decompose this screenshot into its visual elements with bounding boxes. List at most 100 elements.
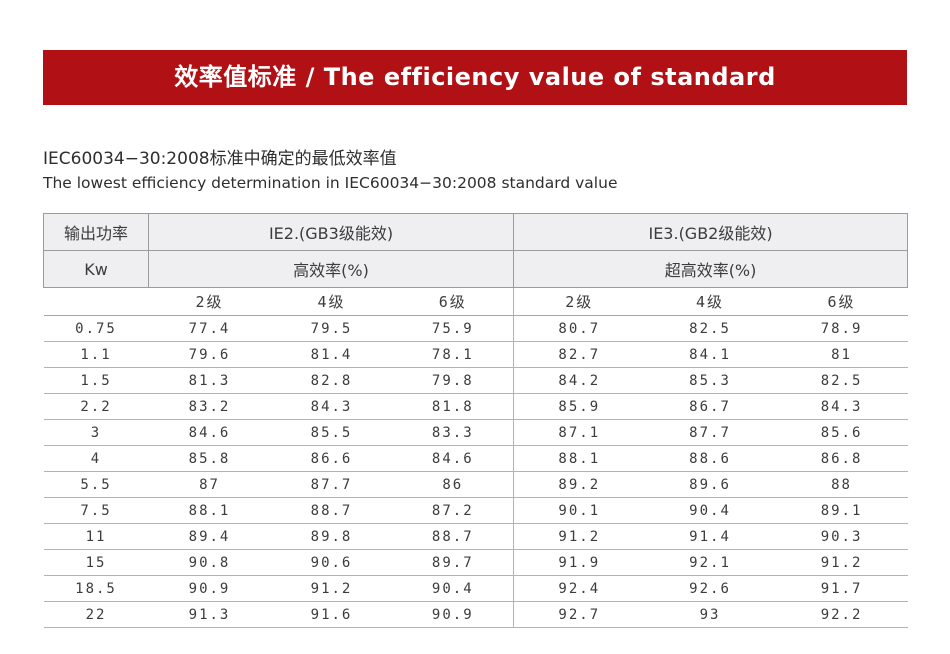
efficiency-cell: 85.5 — [270, 419, 393, 446]
efficiency-cell: 92.6 — [644, 575, 776, 602]
efficiency-cell: 91.9 — [513, 549, 645, 576]
efficiency-cell: 90.4 — [644, 497, 776, 524]
group-ie2-subtitle: 高效率(%) — [147, 250, 515, 288]
group-ie3-title: IE3.(GB2级能效) — [513, 213, 909, 251]
table-header: 输出功率 IE2.(GB3级能效) IE3.(GB2级能效) Kw 高效率(%)… — [43, 213, 909, 316]
section-intro: IEC60034−30:2008标准中确定的最低效率值 The lowest e… — [43, 144, 617, 192]
pole-header-ie3-2: 2级 — [513, 287, 645, 316]
efficiency-cell: 84.3 — [775, 393, 908, 420]
corner-cell — [43, 287, 149, 316]
efficiency-cell: 89.1 — [775, 497, 908, 524]
table-row: 11 89.4 89.8 88.7 91.2 91.4 90.3 — [43, 523, 908, 550]
efficiency-cell: 91.2 — [270, 575, 393, 602]
intro-line-en: The lowest efficiency determination in I… — [43, 174, 618, 192]
efficiency-cell: 88.6 — [644, 445, 776, 472]
efficiency-cell: 86.8 — [775, 445, 908, 472]
efficiency-cell: 82.8 — [270, 367, 393, 394]
power-cell: 18.5 — [43, 575, 149, 602]
table-row: 1.1 79.6 81.4 78.1 82.7 84.1 81 — [43, 341, 908, 368]
efficiency-cell: 85.8 — [148, 445, 271, 472]
table-row: 2.2 83.2 84.3 81.8 85.9 86.7 84.3 — [43, 393, 908, 420]
power-cell: 15 — [43, 549, 149, 576]
efficiency-cell: 93 — [644, 601, 776, 628]
table-row: 3 84.6 85.5 83.3 87.1 87.7 85.6 — [43, 419, 908, 446]
efficiency-cell: 84.2 — [513, 367, 645, 394]
efficiency-cell: 90.4 — [392, 575, 514, 602]
table-header-row-1: 输出功率 IE2.(GB3级能效) IE3.(GB2级能效) — [43, 213, 909, 251]
efficiency-cell: 89.8 — [270, 523, 393, 550]
table-row: 22 91.3 91.6 90.9 92.7 93 92.2 — [43, 601, 908, 628]
efficiency-cell: 89.6 — [644, 471, 776, 498]
efficiency-cell: 88.1 — [148, 497, 271, 524]
efficiency-cell: 82.7 — [513, 341, 645, 368]
table-row: 0.75 77.4 79.5 75.9 80.7 82.5 78.9 — [43, 315, 908, 342]
pole-header-ie3-4: 4级 — [644, 287, 776, 316]
pole-header-ie3-6: 6级 — [775, 287, 908, 316]
efficiency-cell: 83.3 — [392, 419, 514, 446]
power-cell: 5.5 — [43, 471, 149, 498]
table-row: 4 85.8 86.6 84.6 88.1 88.6 86.8 — [43, 445, 908, 472]
table-body: 0.75 77.4 79.5 75.9 80.7 82.5 78.9 1.1 79.6 81.4 7… — [43, 315, 908, 628]
efficiency-cell: 92.7 — [513, 601, 645, 628]
efficiency-cell: 91.4 — [644, 523, 776, 550]
efficiency-cell: 85.6 — [775, 419, 908, 446]
efficiency-cell: 87.7 — [270, 471, 393, 498]
efficiency-cell: 91.6 — [270, 601, 393, 628]
efficiency-cell: 80.7 — [513, 315, 645, 342]
power-cell: 1.5 — [43, 367, 149, 394]
table-row: 1.5 81.3 82.8 79.8 84.2 85.3 82.5 — [43, 367, 908, 394]
efficiency-cell: 81.4 — [270, 341, 393, 368]
efficiency-cell: 81.8 — [392, 393, 514, 420]
efficiency-cell: 90.1 — [513, 497, 645, 524]
efficiency-cell: 83.2 — [148, 393, 271, 420]
efficiency-cell: 87 — [148, 471, 271, 498]
efficiency-cell: 78.1 — [392, 341, 514, 368]
pole-header-ie2-2: 2级 — [148, 287, 271, 316]
efficiency-cell: 91.2 — [513, 523, 645, 550]
power-cell: 0.75 — [43, 315, 149, 342]
efficiency-cell: 84.3 — [270, 393, 393, 420]
efficiency-cell: 88.7 — [270, 497, 393, 524]
efficiency-cell: 79.6 — [148, 341, 271, 368]
efficiency-cell: 88 — [775, 471, 908, 498]
efficiency-cell: 90.6 — [270, 549, 393, 576]
efficiency-cell: 92.1 — [644, 549, 776, 576]
efficiency-cell: 77.4 — [148, 315, 271, 342]
table-header-row-2: Kw 高效率(%) 超高效率(%) — [43, 250, 909, 288]
efficiency-cell: 90.3 — [775, 523, 908, 550]
power-cell: 22 — [43, 601, 149, 628]
table-row: 7.5 88.1 88.7 87.2 90.1 90.4 89.1 — [43, 497, 908, 524]
intro-line-cn: IEC60034−30:2008标准中确定的最低效率值 — [43, 149, 397, 169]
efficiency-cell: 85.9 — [513, 393, 645, 420]
efficiency-cell: 92.2 — [775, 601, 908, 628]
efficiency-cell: 91.7 — [775, 575, 908, 602]
power-cell: 3 — [43, 419, 149, 446]
efficiency-cell: 91.2 — [775, 549, 908, 576]
efficiency-cell: 87.2 — [392, 497, 514, 524]
efficiency-cell: 79.8 — [392, 367, 514, 394]
power-cell: 1.1 — [43, 341, 149, 368]
pole-header-row: 2级 4级 6级 2级 4级 6级 — [43, 287, 908, 316]
efficiency-cell: 89.4 — [148, 523, 271, 550]
power-header-cell: 输出功率 — [43, 213, 149, 251]
power-unit-cell: Kw — [43, 250, 149, 288]
efficiency-cell: 86.6 — [270, 445, 393, 472]
efficiency-cell: 85.3 — [644, 367, 776, 394]
efficiency-cell: 90.8 — [148, 549, 271, 576]
efficiency-cell: 92.4 — [513, 575, 645, 602]
efficiency-cell: 87.1 — [513, 419, 645, 446]
efficiency-cell: 90.9 — [148, 575, 271, 602]
efficiency-cell: 84.6 — [392, 445, 514, 472]
group-ie2-title: IE2.(GB3级能效) — [147, 213, 515, 251]
efficiency-cell: 89.7 — [392, 549, 514, 576]
page-title-banner: 效率值标准 / The efficiency value of standard — [43, 50, 907, 105]
efficiency-cell: 81.3 — [148, 367, 271, 394]
pole-header-ie2-6: 6级 — [392, 287, 514, 316]
power-cell: 2.2 — [43, 393, 149, 420]
efficiency-cell: 88.7 — [392, 523, 514, 550]
efficiency-cell: 82.5 — [644, 315, 776, 342]
efficiency-cell: 87.7 — [644, 419, 776, 446]
table-row: 15 90.8 90.6 89.7 91.9 92.1 91.2 — [43, 549, 908, 576]
efficiency-cell: 90.9 — [392, 601, 514, 628]
